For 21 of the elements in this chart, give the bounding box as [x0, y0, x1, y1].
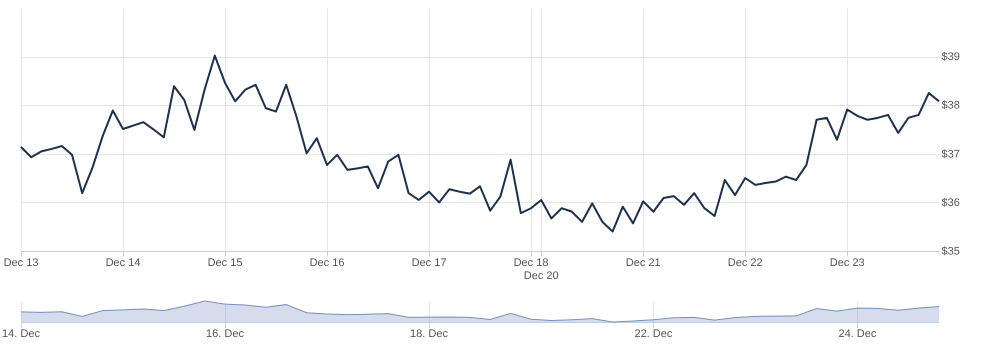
x-tick-label: Dec 15: [208, 257, 242, 269]
x-tick-label: Dec 23: [830, 257, 865, 269]
x-tick-label: Dec 16: [310, 257, 344, 269]
x-tick-label: 14. Dec: [2, 328, 40, 340]
x-tick-label: Dec 18: [514, 257, 548, 269]
x-tick-label: 22. Dec: [634, 328, 673, 340]
x-tick-label: Dec 21: [626, 257, 661, 269]
x-tick-label: Dec 14: [106, 257, 140, 269]
x-tick-label: Dec 17: [412, 257, 446, 269]
y-tick-label: $39: [942, 51, 960, 64]
x-tick-label: Dec 20: [524, 270, 559, 282]
y-tick-label: $38: [942, 100, 960, 112]
x-tick-label: 24. Dec: [838, 328, 877, 340]
x-tick-label: Dec 13: [4, 257, 38, 269]
x-tick-label: 16. Dec: [206, 328, 244, 340]
y-tick-label: $35: [942, 246, 960, 258]
line-series: [20, 54, 940, 233]
x-tick-label: 18. Dec: [410, 328, 448, 340]
x-tick-label: Dec 22: [728, 257, 763, 269]
y-tick-label: $36: [942, 196, 960, 209]
y-tick-label: $37: [942, 148, 960, 160]
